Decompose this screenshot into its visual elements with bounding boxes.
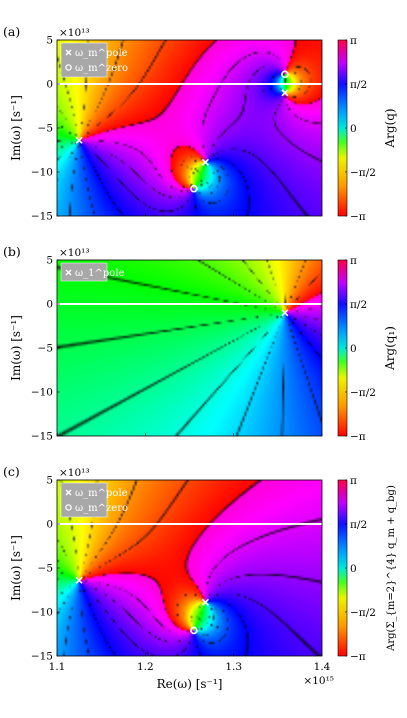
legend-box <box>60 262 108 282</box>
pole-marker <box>281 309 289 317</box>
zero-marker <box>190 626 198 635</box>
legend-zero-icon <box>65 504 72 511</box>
colorbar-tick-label: −π/2 <box>350 167 376 179</box>
x-tick-label: 1.3 <box>225 661 242 673</box>
colorbar-label: Arg(q) <box>383 108 397 148</box>
zero-marker <box>281 70 289 79</box>
y-tick-label: −10 <box>31 167 53 179</box>
zero-marker <box>190 184 198 193</box>
colorbar-tick-label: π/2 <box>350 519 367 531</box>
legend-pole-icon <box>65 269 72 276</box>
colorbar-tick-label: −π <box>350 211 366 223</box>
x-tick-label: 1.1 <box>49 661 66 673</box>
y-tick-label: −5 <box>38 123 53 135</box>
pole-marker <box>75 576 83 584</box>
y-tick-label: 5 <box>46 475 53 487</box>
y-exponent: ×10¹³ <box>59 467 90 479</box>
y-exponent: ×10¹³ <box>59 247 90 259</box>
pole-marker <box>201 598 209 606</box>
colorbar: π π/2 0 −π/2 −π Arg(q) <box>337 35 397 223</box>
x-axis-label: Re(ω) [s⁻¹] <box>157 677 223 691</box>
legend-entry: ω_m^pole <box>75 488 128 499</box>
colorbar-tick-label: −π/2 <box>350 387 376 399</box>
legend-box <box>60 482 108 518</box>
colorbar-tick-label: −π <box>350 431 366 443</box>
phase-map <box>57 260 322 436</box>
colorbar-tick-label: −π/2 <box>350 607 376 619</box>
legend-zero-icon <box>65 64 72 71</box>
pole-marker <box>75 136 83 144</box>
panel-c: 5 0 −5 −10 −15 ×10¹³ (c) Im(ω) [s⁻¹] 1.1 1.2 1.3 1.… <box>3 464 397 691</box>
panel-label: (a) <box>3 24 20 39</box>
y-tick-label: −15 <box>31 651 53 663</box>
colorbar: π π/2 0 −π/2 −π Arg(q₁) <box>337 255 397 443</box>
y-tick-label: −15 <box>31 431 53 443</box>
y-tick-label: 5 <box>46 255 53 267</box>
pole-marker <box>201 158 209 166</box>
y-exponent: ×10¹³ <box>59 27 90 39</box>
legend-entry: ω_m^zero <box>75 63 128 74</box>
colorbar-tick-label: π/2 <box>350 79 367 91</box>
panel-label: (b) <box>3 244 21 259</box>
legend: ω_1^pole <box>60 262 125 282</box>
x-exponent: ×10¹⁵ <box>303 675 334 687</box>
colorbar-tick-label: π <box>350 475 357 487</box>
colorbar-tick-label: π/2 <box>350 299 367 311</box>
y-axis-label: Im(ω) [s⁻¹] <box>9 315 23 381</box>
y-tick-label: 0 <box>46 79 53 91</box>
colorbar-tick-label: 0 <box>350 343 357 355</box>
pole-marker <box>281 89 289 97</box>
y-tick-label: 5 <box>46 35 53 47</box>
x-tick-label: 1.2 <box>137 661 154 673</box>
panel-a: 50−5−10−15×10¹³(a)Im(ω) [s⁻¹]ω_m^poleω_m… <box>3 24 397 223</box>
colorbar-tick-label: π <box>350 35 357 47</box>
y-tick-label: −5 <box>38 563 53 575</box>
legend-pole-icon <box>65 489 72 496</box>
x-tick-label: 1.4 <box>314 661 331 673</box>
y-tick-label: −15 <box>31 211 53 223</box>
legend-entry: ω_m^pole <box>75 48 128 59</box>
y-tick-label: −10 <box>31 387 53 399</box>
legend-entry: ω_1^pole <box>75 268 125 279</box>
colorbar-tick-label: π <box>350 255 357 267</box>
panel-b: 5 0 −5 −10 −15 ×10¹³ (b) Im(ω) [s⁻¹] ω_1^pole π π/… <box>3 244 397 443</box>
y-tick-label: 0 <box>46 299 53 311</box>
colorbar-label: Arg(q₁) <box>383 326 397 371</box>
colorbar-tick-label: 0 <box>350 123 357 135</box>
panel-label: (c) <box>3 464 20 479</box>
y-tick-label: 0 <box>46 519 53 531</box>
colorbar-label: Arg(Σ_{m=2}^{4} q_m + q_bg) <box>386 485 397 652</box>
colorbar-tick-label: 0 <box>350 563 357 575</box>
legend: ω_m^pole ω_m^zero <box>60 482 128 518</box>
colorbar: π π/2 0 −π/2 −π Arg(Σ_{m=2}^{4} q_m + q_bg) <box>337 475 397 663</box>
y-axis-label: Im(ω) [s⁻¹] <box>9 535 23 601</box>
legend-pole-icon <box>65 49 72 56</box>
colorbar-tick-label: −π <box>350 651 366 663</box>
legend-entry: ω_m^zero <box>75 503 128 514</box>
legend-box <box>60 42 108 78</box>
y-axis-label: Im(ω) [s⁻¹] <box>9 95 23 161</box>
y-tick-label: −5 <box>38 343 53 355</box>
y-tick-label: −10 <box>31 607 53 619</box>
legend: ω_m^pole ω_m^zero <box>60 42 128 78</box>
